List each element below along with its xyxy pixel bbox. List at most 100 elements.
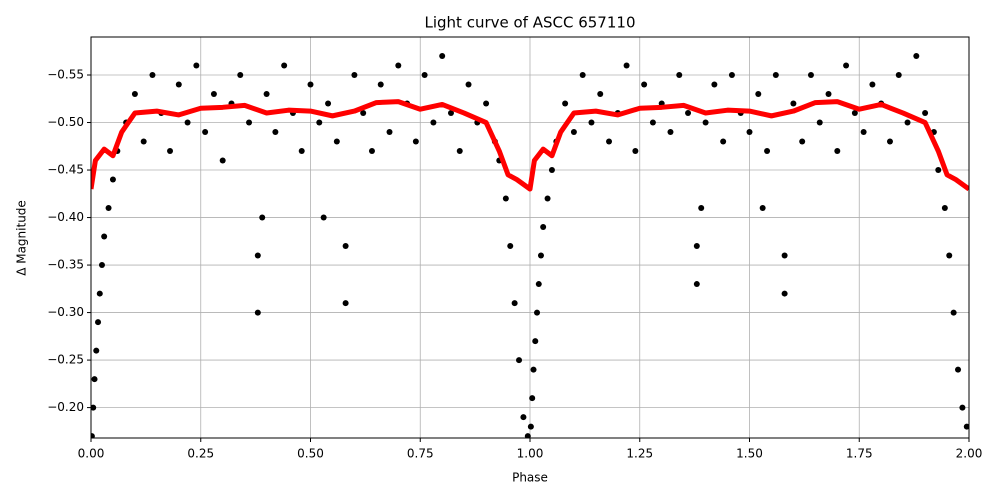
- data-point: [720, 138, 727, 145]
- data-point: [412, 138, 419, 145]
- y-tick-label: −0.55: [47, 68, 84, 82]
- data-point: [825, 91, 832, 98]
- data-point: [869, 81, 876, 88]
- x-axis-label: Phase: [512, 471, 548, 485]
- x-tick-label: 0.50: [297, 447, 324, 461]
- data-point: [950, 309, 957, 316]
- data-point: [320, 214, 327, 221]
- data-point: [698, 205, 705, 212]
- data-point: [676, 72, 683, 79]
- data-point: [456, 148, 463, 155]
- data-point: [421, 72, 428, 79]
- data-point: [562, 100, 569, 107]
- data-point: [834, 148, 841, 155]
- data-point: [439, 53, 446, 60]
- data-point: [502, 195, 509, 202]
- data-point: [524, 433, 531, 438]
- data-point: [91, 404, 97, 411]
- data-point: [632, 148, 639, 155]
- data-point: [210, 91, 217, 98]
- data-point: [263, 91, 270, 98]
- data-point: [105, 205, 112, 212]
- y-tick-label: −0.25: [47, 353, 84, 367]
- data-point: [790, 100, 797, 107]
- x-tick-label: 1.25: [626, 447, 653, 461]
- data-point: [913, 53, 920, 60]
- data-point: [307, 81, 314, 88]
- data-point: [755, 91, 762, 98]
- data-point: [342, 243, 349, 250]
- data-point: [316, 119, 323, 126]
- data-point: [109, 176, 116, 183]
- data-point: [702, 119, 709, 126]
- data-point: [544, 195, 551, 202]
- data-point: [272, 129, 279, 136]
- data-point: [860, 129, 867, 136]
- x-tick-label: 1.50: [736, 447, 763, 461]
- data-point: [93, 347, 100, 354]
- y-tick-label: −0.30: [47, 305, 84, 319]
- data-point: [167, 148, 174, 155]
- data-point: [711, 81, 718, 88]
- data-point: [281, 62, 288, 69]
- data-point: [465, 81, 472, 88]
- y-tick-label: −0.40: [47, 210, 84, 224]
- data-point: [530, 366, 537, 373]
- data-point: [529, 395, 536, 402]
- data-point: [641, 81, 648, 88]
- data-point: [91, 376, 98, 383]
- y-tick-label: −0.50: [47, 115, 84, 129]
- data-point: [946, 252, 953, 259]
- data-point: [368, 148, 375, 155]
- data-point: [101, 233, 108, 240]
- data-point: [816, 119, 823, 126]
- x-tick-label: 0.00: [78, 447, 105, 461]
- data-point: [520, 414, 527, 421]
- data-point: [843, 62, 850, 69]
- data-point: [175, 81, 182, 88]
- data-point: [540, 224, 547, 231]
- data-point: [959, 404, 966, 411]
- data-point: [963, 423, 969, 430]
- data-point: [534, 309, 541, 316]
- data-point: [759, 205, 766, 212]
- data-point: [527, 423, 534, 430]
- data-point: [941, 205, 948, 212]
- data-point: [351, 72, 358, 79]
- y-axis-label: Δ Magnitude: [15, 200, 29, 276]
- data-point: [511, 300, 518, 307]
- data-point: [606, 138, 613, 145]
- data-point: [202, 129, 209, 136]
- trend-line: [91, 99, 969, 192]
- data-point: [746, 129, 753, 136]
- data-point: [184, 119, 191, 126]
- y-tick-label: −0.20: [47, 400, 84, 414]
- data-point: [781, 290, 788, 297]
- data-point: [342, 300, 349, 307]
- data-point: [333, 138, 340, 145]
- data-point: [131, 91, 138, 98]
- data-point: [95, 319, 102, 326]
- data-point: [772, 72, 779, 79]
- x-tick-label: 0.75: [407, 447, 434, 461]
- data-point: [728, 72, 735, 79]
- y-tick-label: −0.45: [47, 163, 84, 177]
- data-point: [693, 281, 700, 288]
- x-tick-label: 2.00: [956, 447, 983, 461]
- data-point: [537, 252, 544, 259]
- data-point: [781, 252, 788, 259]
- data-point: [548, 167, 555, 174]
- data-point: [764, 148, 771, 155]
- data-point: [588, 119, 595, 126]
- x-tick-label: 1.75: [846, 447, 873, 461]
- data-point: [922, 110, 929, 117]
- data-point: [98, 262, 105, 269]
- data-point: [904, 119, 911, 126]
- data-point: [570, 129, 577, 136]
- data-point: [886, 138, 893, 145]
- data-point: [597, 91, 604, 98]
- data-point: [579, 72, 586, 79]
- data-point: [325, 100, 332, 107]
- data-point: [807, 72, 814, 79]
